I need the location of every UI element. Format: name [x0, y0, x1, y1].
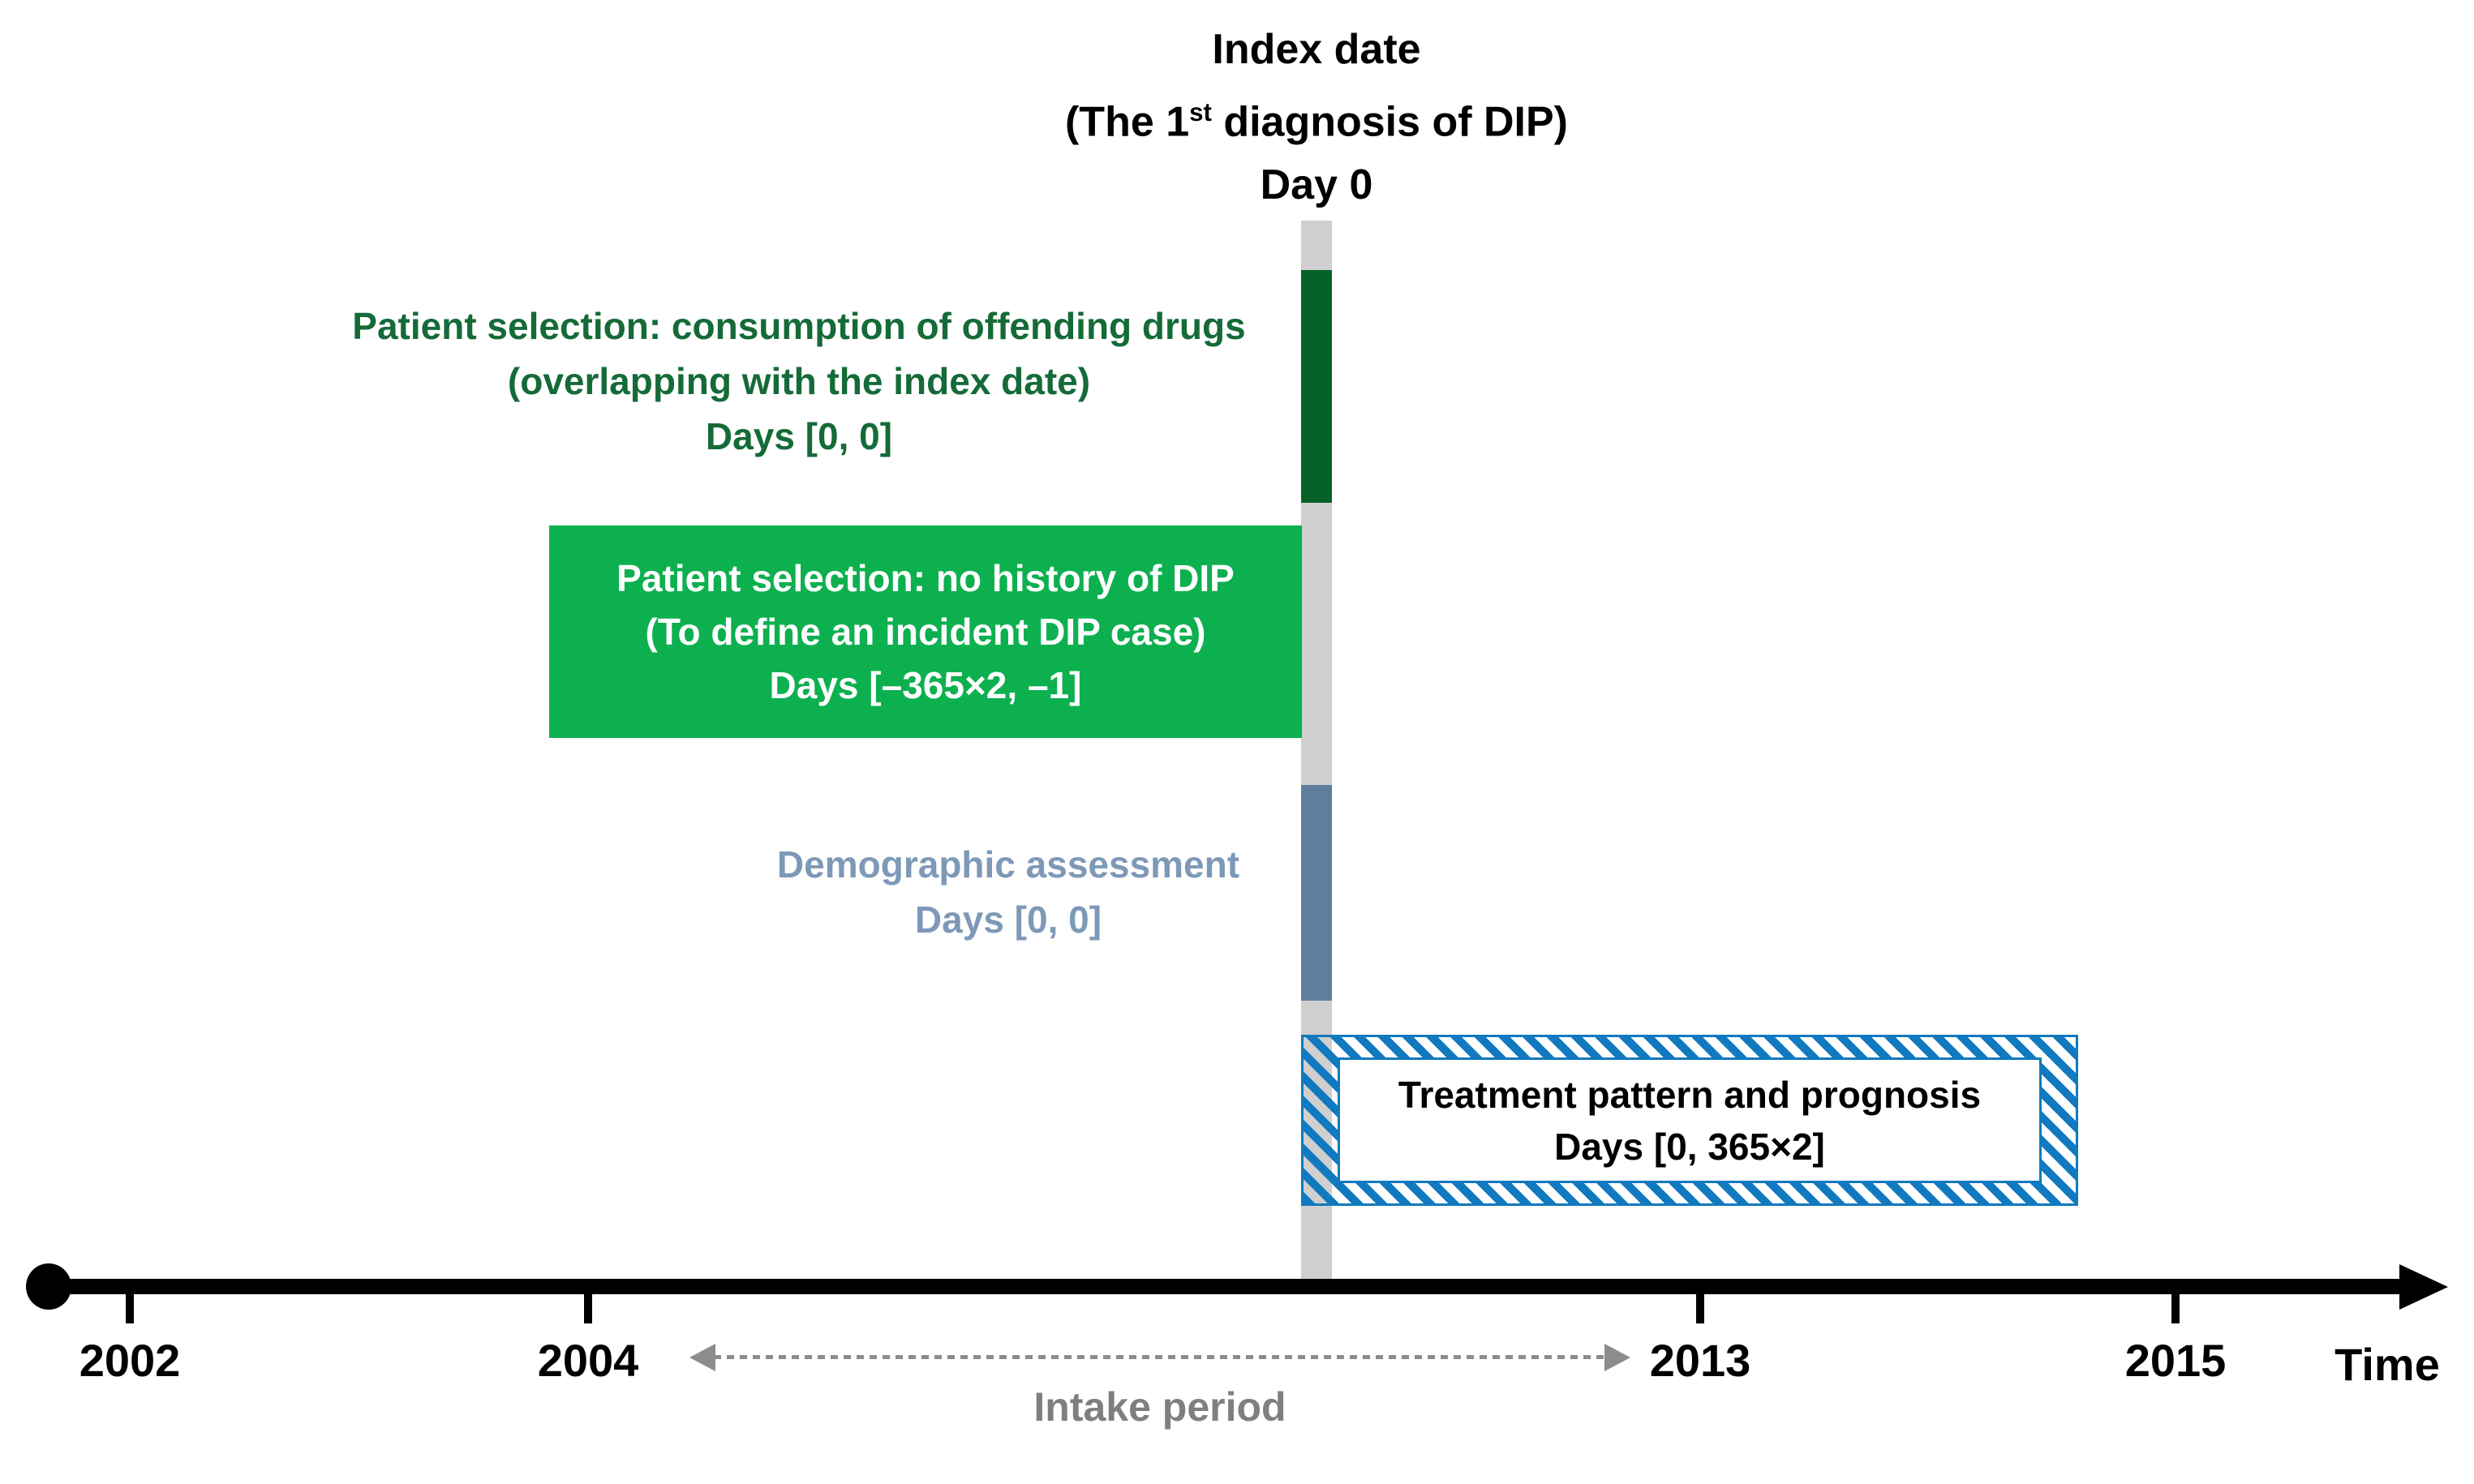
title-line-2: (The 1st diagnosis of DIP) — [1064, 98, 1569, 146]
tick-2013 — [1696, 1279, 1704, 1323]
annotation-line: Patient selection: consumption of offend… — [352, 305, 1246, 347]
annotation-line: Days [0, 365×2] — [1554, 1125, 1825, 1168]
no-history-box: Patient selection: no history of DIP (To… — [549, 525, 1302, 738]
annotation-line: Days [0, 0] — [914, 899, 1102, 941]
annotation-line: Treatment pattern and prognosis — [1398, 1073, 1982, 1116]
annotation-line: (overlapping with the index date) — [507, 360, 1091, 402]
year-label-2015: 2015 — [2124, 1335, 2227, 1386]
annotation-line: Patient selection: no history of DIP — [616, 557, 1235, 599]
annotation-line: Days [0, 0] — [705, 415, 893, 457]
year-label-2004: 2004 — [537, 1335, 639, 1386]
offending-drugs-segment — [1301, 270, 1332, 503]
intake-period-label: Intake period — [1033, 1384, 1286, 1430]
tick-2004 — [584, 1279, 592, 1323]
time-axis — [49, 1279, 2399, 1294]
time-axis-label: Time — [2334, 1339, 2440, 1390]
intake-arrow-right-icon — [1604, 1344, 1630, 1371]
ordinal-superscript: st — [1189, 98, 1212, 127]
treatment-box-inner: Treatment pattern and prognosis Days [0,… — [1338, 1057, 2042, 1183]
tick-2015 — [2171, 1279, 2180, 1323]
annotation-line: (To define an incident DIP case) — [645, 611, 1206, 653]
treatment-box: Treatment pattern and prognosis Days [0,… — [1301, 1035, 2078, 1206]
offending-drugs-annotation: Patient selection: consumption of offend… — [352, 298, 1245, 464]
title-line-3: Day 0 — [1260, 161, 1373, 209]
index-date-title: Index date (The 1st diagnosis of DIP) Da… — [1065, 18, 1568, 217]
year-label-2002: 2002 — [79, 1335, 181, 1386]
year-label-2013: 2013 — [1649, 1335, 1751, 1386]
demographic-assessment-segment — [1301, 785, 1332, 1001]
axis-arrowhead-icon — [2399, 1264, 2448, 1310]
intake-arrow-line — [714, 1355, 1604, 1359]
demographic-annotation: Demographic assessment Days [0, 0] — [777, 837, 1239, 947]
title-line-1: Index date — [1212, 26, 1421, 73]
annotation-line: Demographic assessment — [776, 843, 1240, 886]
intake-arrow-left-icon — [689, 1344, 715, 1371]
annotation-line: Days [–365×2, –1] — [769, 664, 1082, 706]
tick-2002 — [126, 1279, 134, 1323]
